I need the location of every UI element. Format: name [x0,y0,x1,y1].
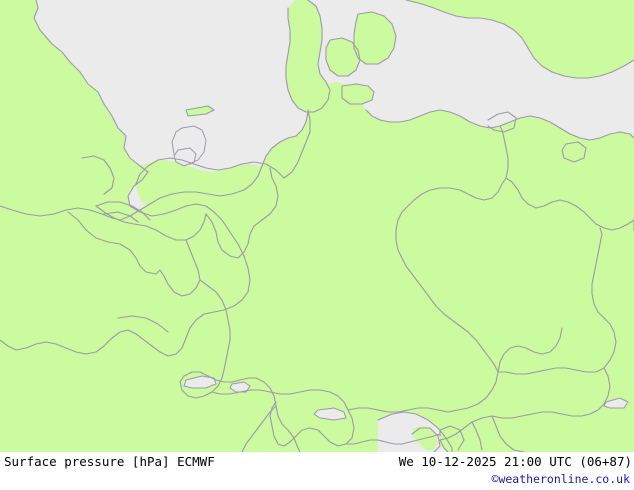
border-slovenia-south [439,439,449,452]
valid-time-label: We 10-12-2025 21:00 UTC (06+87) [398,454,632,469]
coastline-adriatic [377,411,453,452]
border-hungary-south [491,415,525,452]
water-lake-geneva [183,375,217,389]
coastline-german-bight [283,109,311,179]
border-austria-czech [497,327,563,373]
water-markermeer [173,147,197,167]
coastline-venice [411,427,441,452]
surface-pressure-map[interactable] [0,0,634,452]
coastline-ruegen [487,111,517,133]
map-footer: Surface pressure [hPa] ECMWF We 10-12-20… [0,452,634,490]
border-italy-north [287,429,301,452]
border-switzerland-germany [211,389,349,411]
land-denmark-jutland [286,0,330,112]
coastline-zeeland-islands [103,211,139,223]
border-austria-hungary [491,367,611,419]
coastline-thames-estuary [117,315,169,333]
coastline-lolland-falster [341,83,375,105]
coastline-scandinavia-south [405,0,634,79]
footer-info-row: Surface pressure [hPa] ECMWF We 10-12-20… [0,453,634,471]
coastline-the-wash [81,155,115,195]
land-denmark-zealand [354,12,396,64]
border-netherlands-germany [205,167,279,259]
land-denmark-lolland [342,84,374,104]
water-lake-constance [313,407,347,421]
coastline-netherlands [135,157,285,185]
border-france-belgium [67,211,157,275]
land-sweden [406,0,634,78]
border-germany-poland [499,125,509,179]
border-germany-czech [395,199,499,373]
border-germany-austria [347,371,499,413]
border-belgium-netherlands [95,205,207,241]
border-belgium-luxembourg [155,239,201,297]
copyright-label: ©weatheronline.co.uk [491,472,630,486]
border-france-germany [211,319,231,393]
water-balaton [603,397,629,409]
land-denmark-funen [326,38,360,76]
border-france-italy [241,405,277,452]
border-luxembourg-germany [199,279,229,321]
land-denmark-bornholm [562,142,586,162]
map-canvas[interactable] [0,0,634,452]
border-czech-south [497,227,617,375]
coastline-funen [325,37,361,77]
border-austria-italy [345,433,441,445]
land-continental-europe [0,82,634,452]
border-austria-slovenia [439,415,493,441]
border-switzerland-austria [269,401,355,447]
land-netherlands [136,160,278,212]
coastline-frisian-islands [185,105,215,117]
coastline-continent-north [0,111,309,221]
coastline-zealand [353,11,397,65]
border-slovenia-croatia [471,421,483,451]
coastline-bornholm [561,141,587,163]
border-czech-north [413,177,597,225]
border-france-switzerland [179,371,289,431]
border-czech-poland-east [595,219,634,231]
coastline-zeeland-delta [95,201,151,221]
coastline-istria [439,425,465,451]
coastline-great-britain-east [0,0,251,357]
map-title: Surface pressure [hPa] ECMWF [4,454,215,469]
water-lake-neuchatel [229,381,251,393]
coastline-jutland-west [285,0,331,113]
